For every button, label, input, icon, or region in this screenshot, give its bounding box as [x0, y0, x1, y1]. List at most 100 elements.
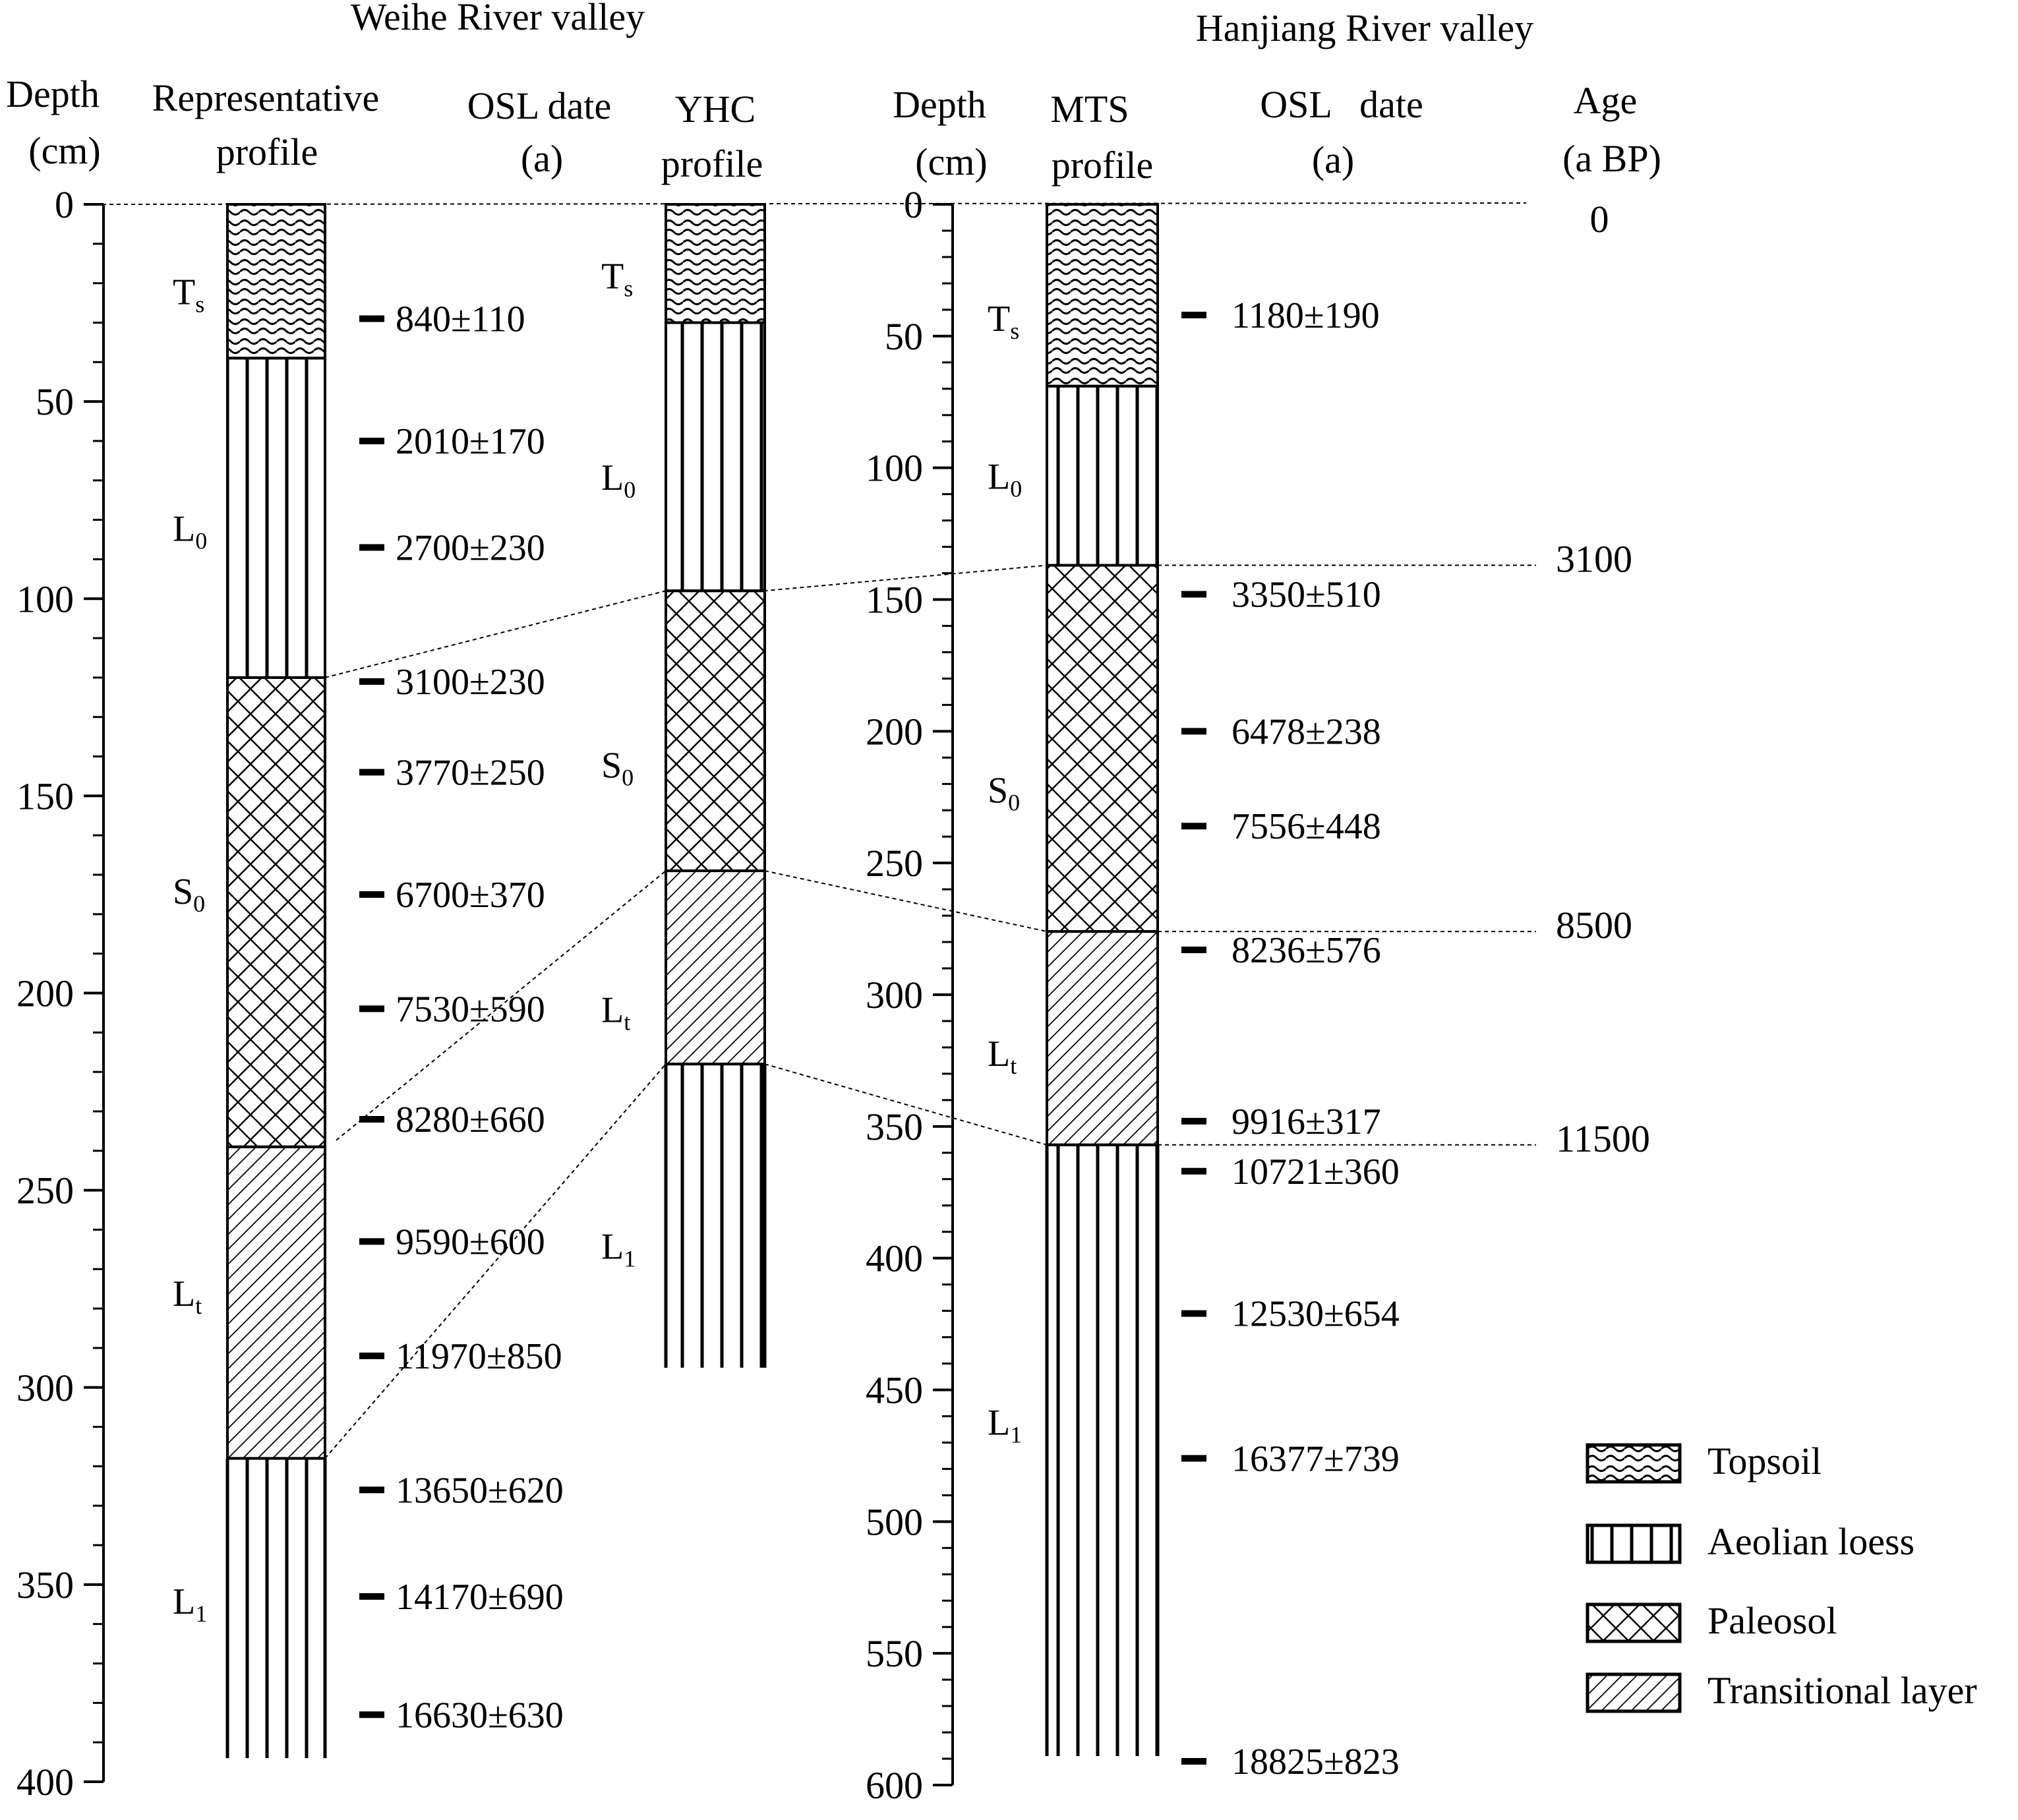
hanjiang-tick-label: 400 — [866, 1237, 923, 1280]
weihe-osl-date-label: 3100±230 — [396, 662, 545, 703]
hanjiang-tick-label: 550 — [866, 1632, 923, 1675]
weihe-depth-axis: 0 50 100 150 200 250 300 350 400 — [16, 183, 105, 1804]
hanjiang-osl-date-label: 9916±317 — [1232, 1101, 1381, 1142]
hanjiang-osl-dates: 1180±190 3350±510 6478±238 7556±448 8236±576… — [1181, 295, 1400, 1782]
hanjiang-tick-label: 150 — [866, 579, 923, 622]
hanjiang-tick-label: 0 — [904, 183, 923, 226]
surface-reference-line — [102, 202, 1527, 205]
weihe-depth-label: Depth — [6, 73, 100, 115]
weihe-osl-label: OSL date — [467, 84, 612, 127]
hanjiang-osl-date-label: 6478±238 — [1232, 711, 1381, 752]
age-boundaries: 0 3100 8500 11500 — [1158, 198, 1650, 1160]
weihe-tick-label: 150 — [16, 775, 74, 817]
weihe-title: Weihe River valley — [351, 0, 645, 38]
mts-profile-label: MTS — [1050, 88, 1129, 131]
weihe-tick-label: 0 — [55, 183, 74, 226]
correlation-line-l1-top — [764, 1063, 1048, 1146]
hanjiang-tick-label: 250 — [866, 842, 923, 885]
mts-layer-paleosol — [1046, 564, 1159, 933]
legend-label-topsoil: Topsoil — [1707, 1440, 1822, 1482]
weihe-osl-dates: 840±110 2010±170 2700±230 3100±230 3770±250 6… — [359, 299, 564, 1736]
rep-layer-label: Ts — [173, 272, 204, 318]
legend-swatch-topsoil — [1586, 1443, 1682, 1484]
weihe-tick-label: 200 — [16, 972, 74, 1015]
weihe-osl-date-label: 7530±590 — [396, 989, 545, 1030]
yhc-layer-label: L1 — [601, 1226, 636, 1272]
yhc-layer-label: Ts — [601, 256, 633, 302]
weihe-osl-date-label: 2010±170 — [396, 421, 545, 462]
weihe-osl-date-label: 8280±660 — [396, 1100, 545, 1140]
yhc-layer-topsoil — [665, 203, 766, 324]
yhc-profile-label-2: profile — [661, 142, 763, 185]
weihe-osl-date-label: 3770±250 — [396, 752, 545, 793]
rep-layer-loess — [227, 1458, 325, 1759]
rep-layer-label: S0 — [173, 871, 205, 917]
rep-profile-label: Representative — [152, 76, 380, 119]
hanjiang-title: Hanjiang River valley — [1196, 7, 1533, 49]
weihe-tick-label: 250 — [16, 1169, 74, 1212]
hanjiang-depth-label: Depth — [893, 83, 986, 126]
mts-layer-label: Ts — [988, 299, 1019, 344]
mts-layer-label: Lt — [988, 1034, 1017, 1079]
yhc-layer-loess — [665, 321, 766, 593]
hanjiang-tick-label: 600 — [866, 1764, 923, 1807]
weihe-osl-date-label: 6700±370 — [396, 875, 545, 916]
hanjiang-depth-unit: (cm) — [915, 140, 988, 183]
mts-layer-label: L0 — [988, 457, 1022, 502]
age-boundary-label: 3100 — [1556, 538, 1632, 581]
correlation-line-s0-top — [324, 564, 1048, 678]
weihe-osl-date-label: 2700±230 — [396, 527, 545, 568]
age-boundary-label: 11500 — [1556, 1117, 1650, 1160]
yhc-layer-transitional — [665, 869, 766, 1066]
age-boundary-label: 8500 — [1556, 904, 1632, 947]
legend-swatch-paleosol — [1586, 1602, 1682, 1643]
weihe-depth-unit: (cm) — [28, 129, 101, 172]
hanjiang-osl-date-label: 10721±360 — [1232, 1152, 1400, 1192]
mts-layer-label: L1 — [988, 1402, 1022, 1448]
yhc-layer-paleosol — [665, 589, 766, 873]
hanjiang-tick-label: 500 — [866, 1500, 923, 1543]
rep-layer-label: L0 — [173, 509, 207, 554]
rep-layer-label: Lt — [173, 1274, 202, 1319]
hanjiang-tick-label: 50 — [885, 315, 923, 358]
hanjiang-osl-date-label: 1180±190 — [1232, 295, 1380, 336]
age-unit: (a BP) — [1562, 137, 1661, 180]
weihe-osl-date-label: 840±110 — [396, 299, 525, 339]
hanjiang-osl-unit: (a) — [1312, 138, 1354, 181]
hanjiang-osl-date-label: 7556±448 — [1232, 806, 1381, 847]
mts-profile-column: Ts L0 S0 Lt L1 — [988, 203, 1160, 1757]
yhc-layer-loess — [666, 1064, 765, 1368]
representative-profile-column: Ts L0 S0 Lt L1 — [173, 203, 327, 1759]
weihe-tick-label: 100 — [16, 577, 74, 620]
hanjiang-tick-label: 350 — [866, 1105, 923, 1148]
legend-swatch-transitional — [1586, 1672, 1682, 1713]
mts-layer-loess — [1046, 384, 1159, 567]
hanjiang-tick-label: 200 — [866, 710, 923, 753]
rep-layer-topsoil — [226, 203, 326, 360]
weihe-tick-label: 50 — [36, 380, 74, 423]
hanjiang-osl-date-label: 18825±823 — [1232, 1742, 1400, 1782]
mts-layer-loess — [1047, 1144, 1158, 1757]
hanjiang-osl-date-label: 12530±654 — [1232, 1294, 1400, 1335]
weihe-osl-date-label: 13650±620 — [396, 1470, 564, 1511]
correlation-line-lt-top-weihe — [336, 870, 667, 1141]
yhc-profile-label: YHC — [675, 88, 756, 131]
yhc-layer-label: S0 — [601, 746, 634, 791]
legend: Topsoil Aeolian loess Paleosol Transitional… — [1586, 1440, 1977, 1713]
rep-layer-label: L1 — [173, 1581, 207, 1627]
hanjiang-tick-label: 100 — [866, 447, 923, 490]
hanjiang-tick-label: 450 — [866, 1369, 923, 1412]
yhc-layer-label: Lt — [601, 989, 630, 1035]
weihe-osl-date-label: 9590±600 — [396, 1221, 545, 1262]
mts-layer-topsoil — [1046, 203, 1159, 388]
weihe-osl-date-label: 16630±630 — [396, 1695, 564, 1736]
rep-profile-label-2: profile — [216, 131, 318, 173]
correlation-lines — [324, 564, 1048, 1459]
age-boundary-label: 0 — [1590, 198, 1609, 241]
weihe-osl-date-label: 11970±850 — [396, 1336, 562, 1377]
age-label: Age — [1574, 79, 1638, 122]
hanjiang-osl-date-label: 3350±510 — [1232, 575, 1381, 616]
weihe-osl-unit: (a) — [521, 137, 563, 180]
legend-swatch-loess — [1586, 1523, 1682, 1564]
